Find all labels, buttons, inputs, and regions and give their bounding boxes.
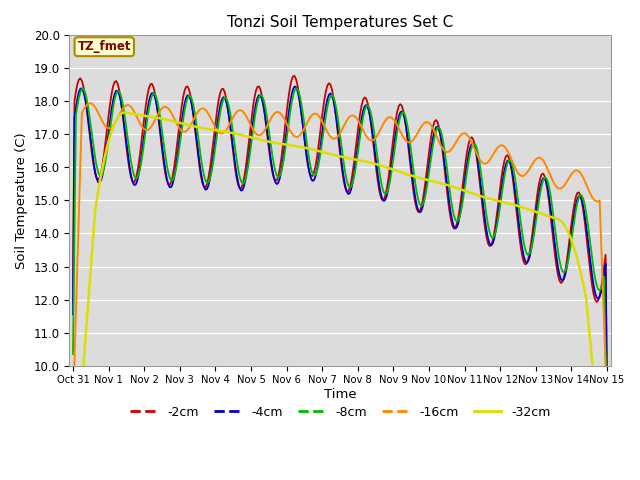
Y-axis label: Soil Temperature (C): Soil Temperature (C) [15, 132, 28, 269]
Legend: -2cm, -4cm, -8cm, -16cm, -32cm: -2cm, -4cm, -8cm, -16cm, -32cm [125, 401, 556, 424]
Text: TZ_fmet: TZ_fmet [77, 40, 131, 53]
Title: Tonzi Soil Temperatures Set C: Tonzi Soil Temperatures Set C [227, 15, 453, 30]
X-axis label: Time: Time [324, 388, 356, 401]
